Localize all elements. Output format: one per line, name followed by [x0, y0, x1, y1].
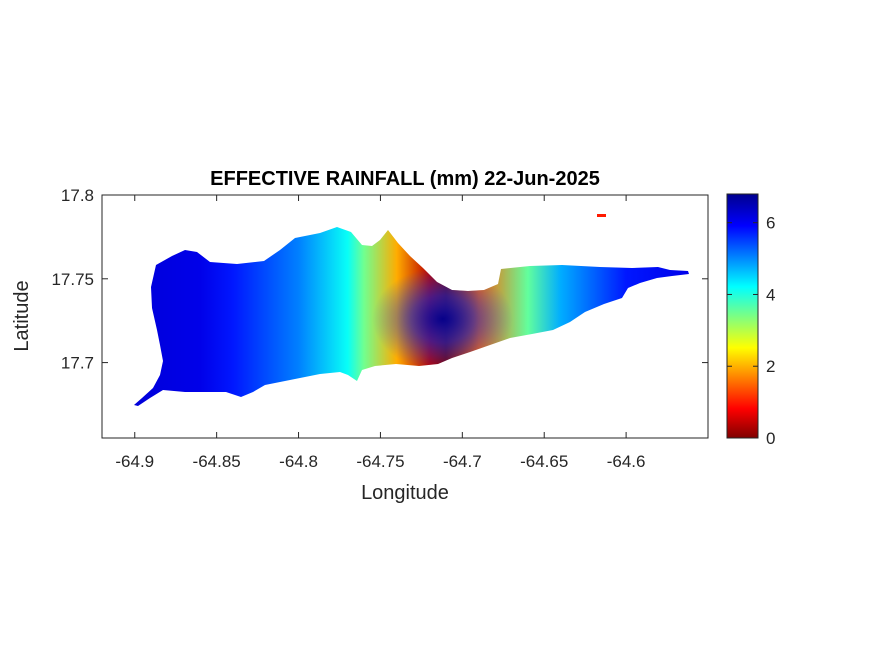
colorbar-ticks: 0 2 4 6 [727, 214, 775, 448]
x-tick-label: -64.8 [279, 452, 318, 471]
colorbar-tick-label: 6 [766, 214, 775, 233]
x-tick-label: -64.85 [193, 452, 241, 471]
x-tick-label: -64.9 [115, 452, 154, 471]
offshore-islet [597, 214, 606, 217]
y-axis-label: Latitude [11, 280, 33, 351]
colorbar-tick-label: 4 [766, 285, 775, 304]
colorbar-tick-label: 0 [766, 429, 775, 448]
y-tick-label: 17.7 [61, 354, 94, 373]
x-axis-label: Longitude [361, 482, 449, 504]
x-axis: -64.9 -64.85 -64.8 -64.75 -64.7 -64.65 -64.6 [115, 195, 645, 471]
x-tick-label: -64.7 [443, 452, 482, 471]
y-axis: 17.7 17.75 17.8 [51, 186, 708, 373]
chart-title: EFFECTIVE RAINFALL (mm) 22-Jun-2025 [210, 168, 600, 190]
x-tick-label: -64.6 [607, 452, 646, 471]
colorbar-tick-label: 2 [766, 357, 775, 376]
x-tick-label: -64.65 [520, 452, 568, 471]
x-tick-label: -64.75 [356, 452, 404, 471]
colorbar [726, 193, 759, 439]
y-tick-label: 17.8 [61, 186, 94, 205]
y-tick-label: 17.75 [51, 270, 94, 289]
